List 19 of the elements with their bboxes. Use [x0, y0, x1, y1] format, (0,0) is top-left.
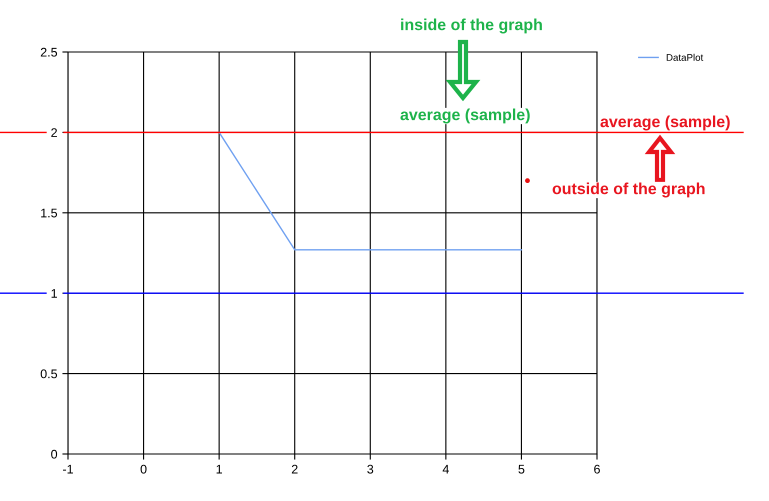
x-tick-label: 5 [518, 464, 524, 474]
y-tick-label: 1 [52, 289, 57, 298]
x-tick-label: -1 [63, 464, 73, 474]
y-tick-label: 0 [51, 450, 58, 459]
x-tick-label: 1 [216, 464, 222, 474]
y-tick-label: 1.5 [41, 208, 58, 218]
x-tick-label: 0 [140, 464, 147, 474]
x-tick-label: 6 [594, 464, 600, 474]
text: average (sample) [600, 116, 730, 130]
x-tick-label: 2 [292, 464, 298, 474]
y-tick-label: 2.5 [40, 48, 58, 57]
annotation: average (sample) [400, 108, 530, 124]
y-tick-label: 0.5 [40, 369, 58, 378]
text: inside of the graph [401, 18, 542, 34]
x-tick-label: 4 [442, 464, 449, 474]
annotation: outside of the graph [552, 182, 705, 198]
x-tick-label: 3 [367, 464, 374, 474]
y-tick-label: 2 [51, 128, 57, 137]
legend-label: DataPlot [666, 54, 704, 61]
